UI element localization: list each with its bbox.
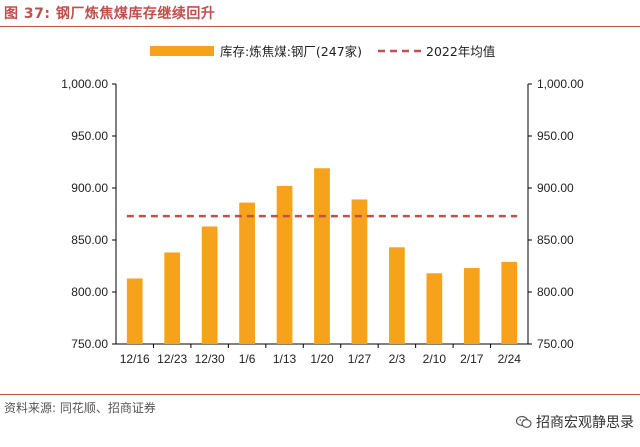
y-tick-label-right: 850.00 (537, 233, 574, 247)
bar (463, 268, 480, 344)
bar (239, 202, 255, 344)
y-tick-label-right: 750.00 (537, 337, 574, 351)
y-tick-label-left: 800.00 (71, 285, 108, 299)
x-tick-label: 2/17 (460, 352, 484, 366)
watermark: 招商宏观静思录 (516, 412, 634, 432)
x-tick-label: 1/13 (273, 352, 297, 366)
title-divider (0, 26, 640, 27)
bar (276, 185, 293, 344)
source-note: 资料来源: 同花顺、招商证券 (4, 401, 156, 415)
x-tick-label: 12/23 (157, 352, 187, 366)
y-tick-label-left: 850.00 (71, 233, 108, 247)
y-tick-label-right: 800.00 (537, 285, 574, 299)
legend-avg-label: 2022年均值 (426, 44, 495, 59)
bar (426, 273, 443, 344)
x-tick-label: 12/30 (195, 352, 225, 366)
bar (314, 168, 330, 344)
x-tick-label: 2/24 (498, 352, 522, 366)
bar (126, 278, 143, 344)
y-tick-label-left: 1,000.00 (61, 77, 108, 91)
footer-divider (0, 394, 640, 395)
y-tick-label-right: 950.00 (537, 129, 574, 143)
bar (201, 226, 218, 344)
bar (501, 261, 518, 344)
figure-title: 图 37: 钢厂炼焦煤库存继续回升 (4, 3, 215, 23)
y-tick-label-right: 1,000.00 (537, 77, 584, 91)
y-tick-label-left: 900.00 (71, 181, 108, 195)
x-tick-label: 1/27 (348, 352, 372, 366)
y-tick-label-right: 900.00 (537, 181, 574, 195)
x-tick-label: 1/20 (310, 352, 334, 366)
chart: 库存:炼焦煤:钢厂(247家) 2022年均值 750.00 750.00 800.… (61, 44, 584, 366)
y-tick-label-left: 950.00 (71, 129, 108, 143)
wechat-icon (516, 415, 532, 428)
watermark-text: 招商宏观静思录 (536, 415, 634, 431)
y-tick-label-left: 750.00 (71, 337, 108, 351)
legend-bar-label: 库存:炼焦煤:钢厂(247家) (220, 44, 362, 59)
plot-area: 750.00 750.00 800.00 800.00 850.00 850.00 900.… (61, 77, 584, 366)
legend-bar-swatch (150, 46, 214, 56)
figure-label: 图 37: (4, 6, 51, 22)
bar (389, 247, 405, 344)
x-tick-label: 2/3 (389, 352, 406, 366)
legend: 库存:炼焦煤:钢厂(247家) 2022年均值 (150, 44, 495, 59)
x-tick-label: 12/16 (120, 352, 150, 366)
x-tick-label: 1/6 (239, 352, 256, 366)
bar (351, 199, 368, 344)
x-tick-label: 2/10 (423, 352, 447, 366)
figure-title-text: 钢厂炼焦煤库存继续回升 (55, 6, 216, 22)
bar (164, 252, 181, 344)
